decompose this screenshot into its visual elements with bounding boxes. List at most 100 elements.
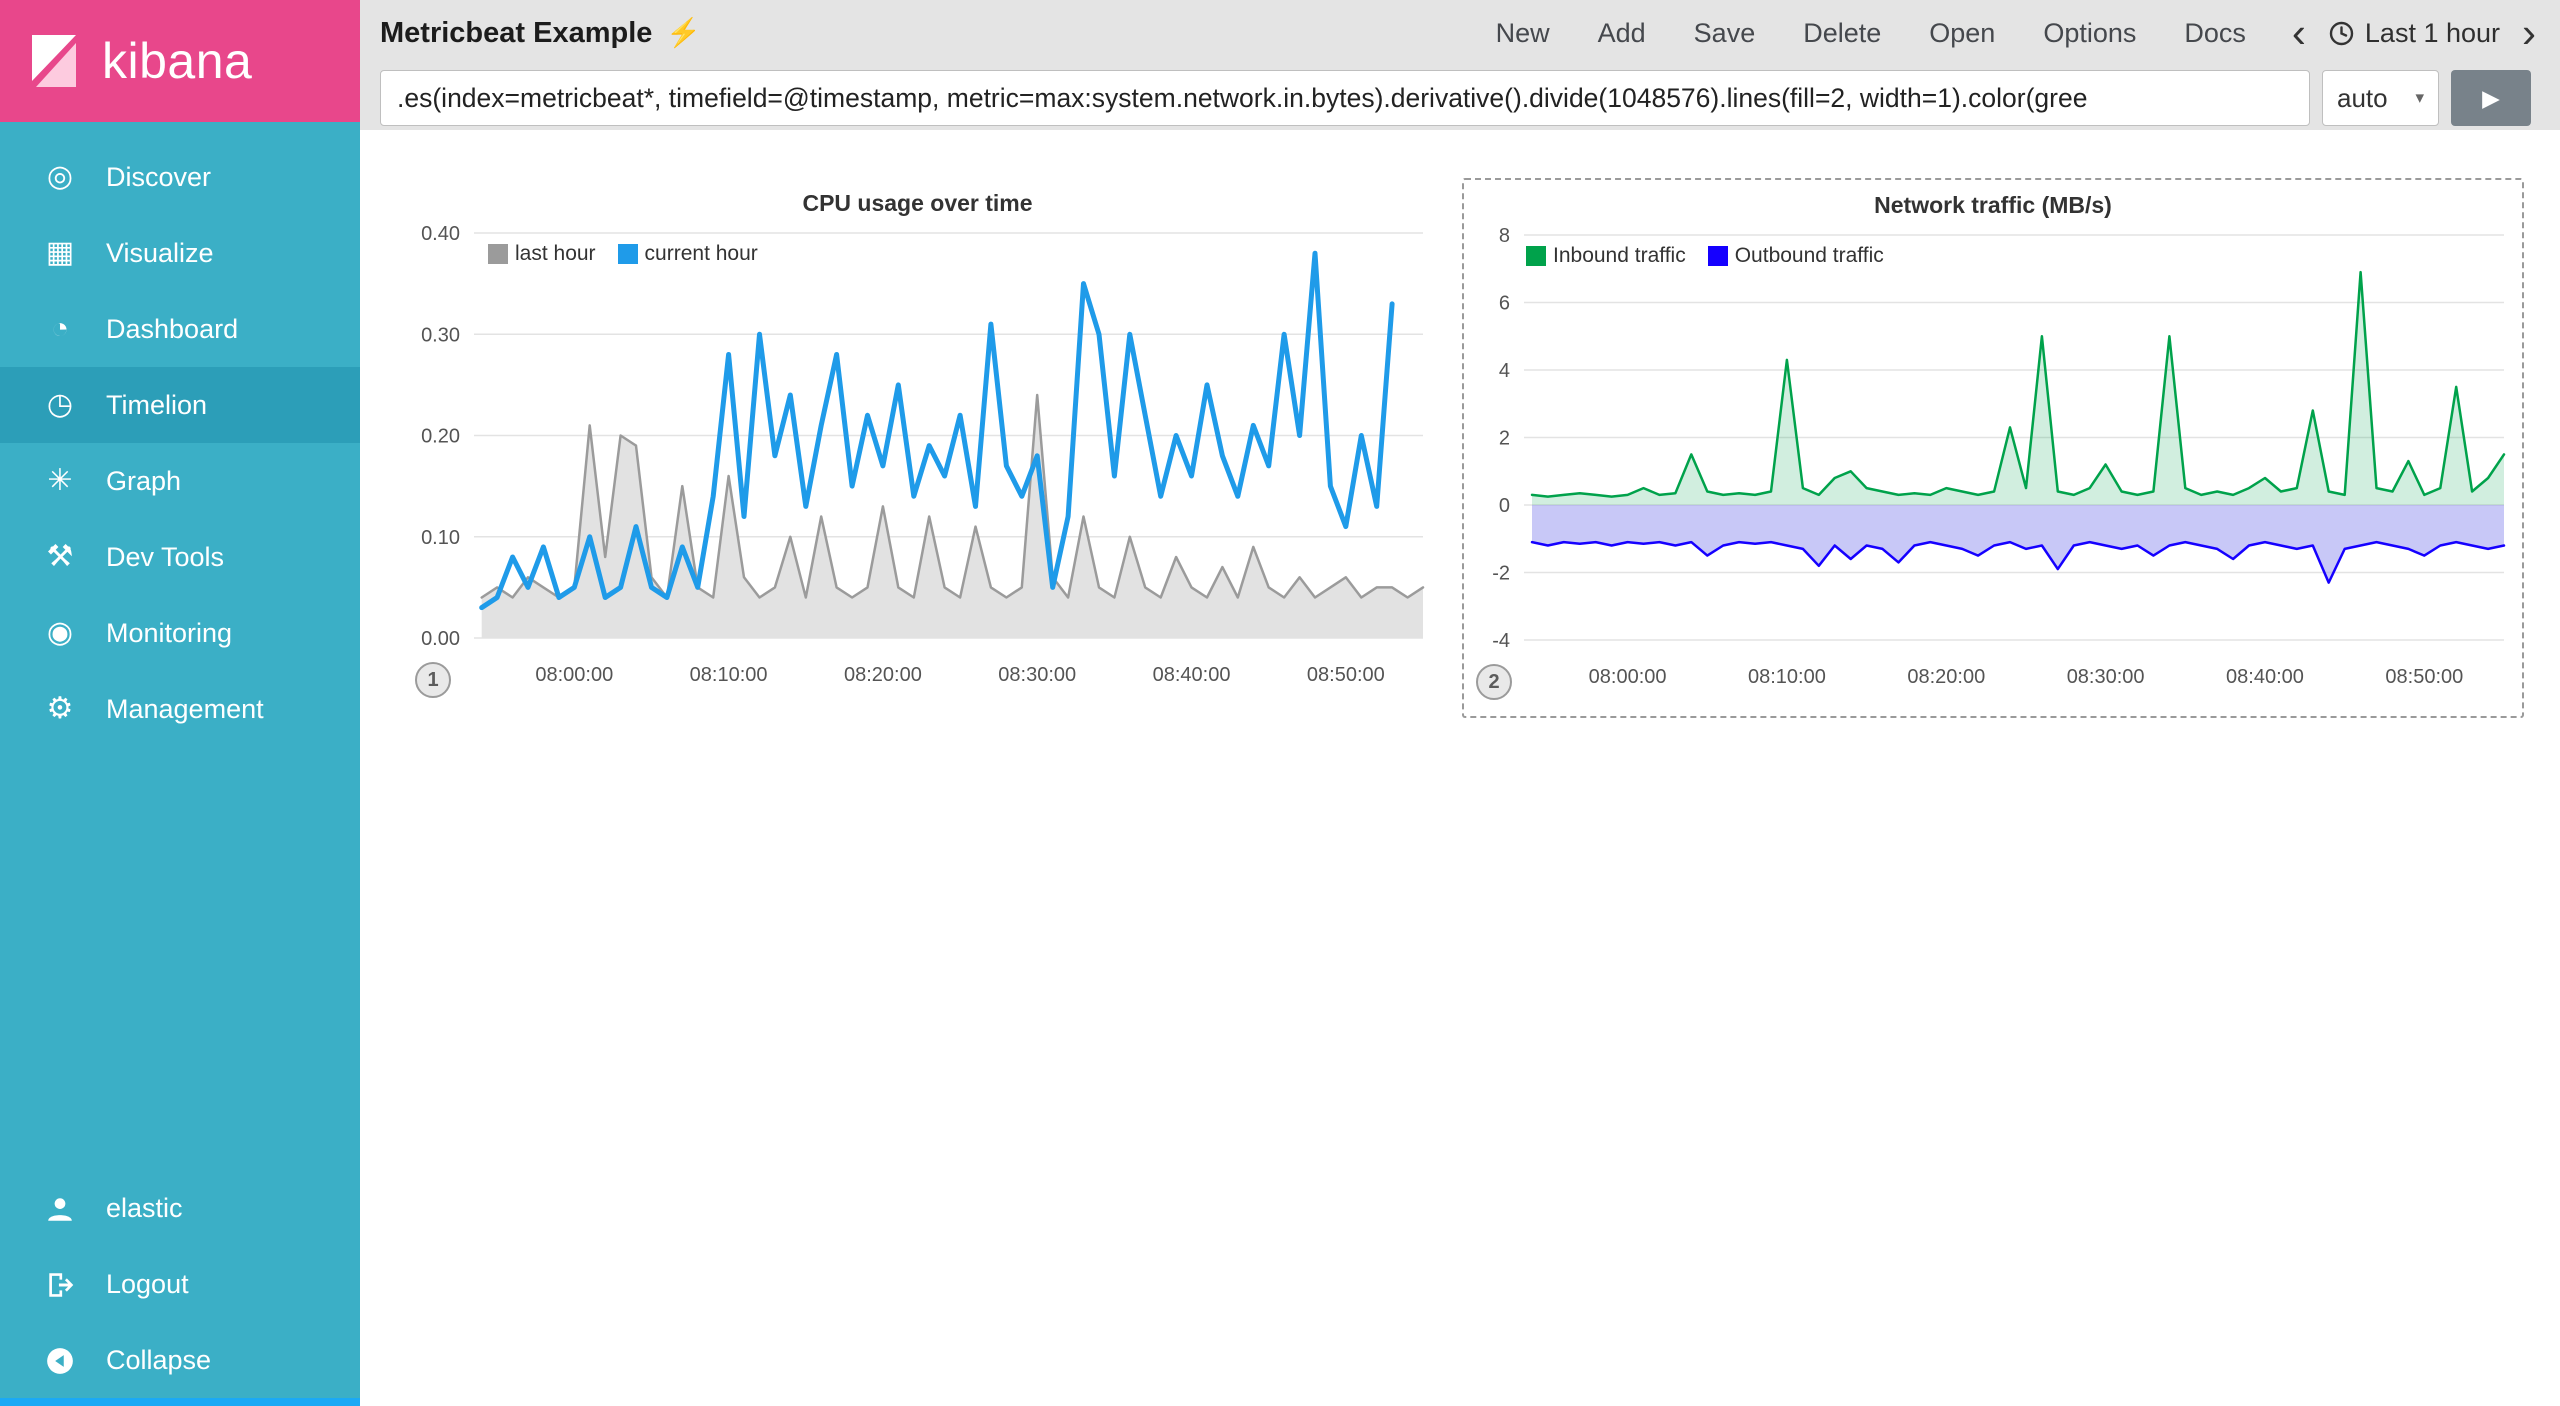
sidebar: kibana ◎ Discover ▦ Visualize ◔ Dashboard ◷ Tim… [0,0,360,1406]
timelion-bolt-icon: ⚡ [666,17,702,48]
svg-text:08:20:00: 08:20:00 [1907,666,1985,688]
legend-item[interactable]: current hour [617,242,758,266]
svg-text:08:30:00: 08:30:00 [2067,666,2145,688]
svg-text:-2: -2 [1492,563,1510,585]
dashboard-icon: ◔ [50,312,70,345]
kibana-logo-text: kibana [102,33,253,89]
gear-icon: ⚙ [46,692,74,725]
y-axis-labels: 0.00 0.10 0.20 0.30 0.40 [421,223,460,650]
sidebar-item-timelion[interactable]: ◷ Timelion [0,367,360,443]
svg-text:0.40: 0.40 [421,223,460,245]
sidebar-item-dev-tools[interactable]: ⚒ Dev Tools [0,519,360,595]
menu-new-button[interactable]: New [1495,17,1550,48]
sidebar-item-label: Logout [106,1268,189,1299]
legend-label: Inbound traffic [1553,244,1686,267]
sheet-title: Metricbeat Example [380,16,653,49]
time-next-button[interactable]: › [2522,9,2536,57]
menu-save-button[interactable]: Save [1693,17,1756,48]
legend-item[interactable]: Outbound traffic [1707,244,1884,268]
play-button[interactable]: ▶ [2451,70,2531,126]
timepicker-button[interactable]: Last 1 hour [2328,18,2500,49]
chart-legend: last hour current hour [488,242,758,266]
menu-open-button[interactable]: Open [1929,17,1996,48]
sidebar-item-logout[interactable]: Logout [0,1246,360,1322]
sidebar-item-discover[interactable]: ◎ Discover [0,139,360,215]
sidebar-item-elastic[interactable]: elastic [0,1170,360,1246]
sidebar-item-collapse[interactable]: Collapse [0,1322,360,1398]
svg-text:08:40:00: 08:40:00 [2226,666,2304,688]
series-line-1 [479,250,1395,611]
sidebar-nav: ◎ Discover ▦ Visualize ◔ Dashboard ◷ Timelion ✳ G… [0,122,360,747]
grid-lines [1524,234,2504,641]
time-prev-button[interactable]: ‹ [2291,9,2306,57]
kibana-logo[interactable]: kibana [0,0,360,122]
y-axis-labels: -4 -2 0 2 4 6 8 [1492,225,1510,652]
svg-text:08:00:00: 08:00:00 [535,664,613,686]
sidebar-footer: elastic Logout Collapse [0,1170,360,1398]
sidebar-item-visualize[interactable]: ▦ Visualize [0,215,360,291]
legend-item[interactable]: Inbound traffic [1526,244,1686,268]
kibana-logo-icon [32,35,76,87]
collapse-circle-icon [40,1344,80,1375]
sidebar-item-monitoring[interactable]: ◉ Monitoring [0,595,360,671]
time-range-label: Last 1 hour [2364,17,2500,48]
play-icon: ▶ [2482,84,2500,111]
svg-text:0.20: 0.20 [421,426,460,448]
chart-canvas: -4 -2 0 2 4 6 8 08:00:00 08:10:00 08:20:00 08:30:0… [1492,225,2506,688]
svg-text:08:30:00: 08:30:00 [998,664,1076,686]
sidebar-item-dashboard[interactable]: ◔ Dashboard [0,291,360,367]
timelion-query-input[interactable] [380,70,2310,126]
svg-text:-4: -4 [1492,630,1510,652]
compass-icon: ◎ [46,160,74,193]
legend-swatch-icon [488,244,508,264]
sidebar-item-label: Management [106,693,264,724]
timelion-sheet: 0.00 0.10 0.20 0.30 0.40 08:00:00 08:10:00 08:2… [360,178,2560,1406]
chart-legend: Inbound traffic Outbound traffic [1526,244,1884,268]
menu-options-button[interactable]: Options [2043,17,2137,48]
interval-select[interactable]: auto ▾ [2322,70,2439,126]
svg-text:08:50:00: 08:50:00 [1307,664,1385,686]
svg-text:0.30: 0.30 [421,324,460,346]
sidebar-item-label: Dev Tools [106,541,225,572]
timelion-icon: ◷ [46,388,74,421]
panel-number-badge: 2 [1476,664,1512,700]
eye-icon: ◉ [46,616,74,649]
sidebar-item-label: Visualize [106,237,214,268]
top-nav-bar: Metricbeat Example ⚡ New Add Save Delete Ope… [360,0,2560,66]
series-fill-1 [1532,505,2504,583]
legend-item[interactable]: last hour [488,242,596,266]
series-line-0 [1530,270,2506,498]
sidebar-item-management[interactable]: ⚙ Management [0,671,360,747]
series-line-0 [480,393,1425,599]
svg-text:8: 8 [1499,225,1510,247]
chart-title: Network traffic (MB/s) [1874,192,2112,218]
svg-text:0.00: 0.00 [421,628,460,650]
series-line-1 [1530,540,2506,584]
sidebar-item-label: Monitoring [106,617,233,648]
clock-icon [2329,21,2354,45]
svg-text:08:10:00: 08:10:00 [690,664,768,686]
menu-docs-button[interactable]: Docs [2184,17,2246,48]
graph-icon: ✳ [47,464,73,497]
sheet-title-wrap: Metricbeat Example ⚡ [380,17,701,50]
user-icon [40,1192,80,1223]
legend-label: last hour [515,242,596,265]
menu-add-button[interactable]: Add [1597,17,1646,48]
legend-swatch-icon [1526,246,1546,266]
svg-text:0.10: 0.10 [421,527,460,549]
timelion-chart-panel-1[interactable]: 0.00 0.10 0.20 0.30 0.40 08:00:00 08:10:00 08:2… [390,178,1445,728]
svg-text:08:40:00: 08:40:00 [1153,664,1231,686]
svg-text:08:20:00: 08:20:00 [844,664,922,686]
main-area: Metricbeat Example ⚡ New Add Save Delete Ope… [360,0,2560,1406]
bar-chart-icon: ▦ [45,236,75,269]
svg-text:2: 2 [1499,428,1510,450]
svg-text:08:00:00: 08:00:00 [1589,666,1667,688]
menu-delete-button[interactable]: Delete [1803,17,1882,48]
timelion-chart-panel-2[interactable]: -4 -2 0 2 4 6 8 08:00:00 08:10:00 08:20:00 08:30:0… [1462,178,2524,718]
sidebar-item-graph[interactable]: ✳ Graph [0,443,360,519]
interval-value: auto [2337,82,2388,113]
chart-canvas: 0.00 0.10 0.20 0.30 0.40 08:00:00 08:10:00 08:2… [421,223,1425,686]
panel-number-badge: 1 [415,662,451,698]
top-menu: New Add Save Delete Open Options Docs [1496,18,2246,49]
